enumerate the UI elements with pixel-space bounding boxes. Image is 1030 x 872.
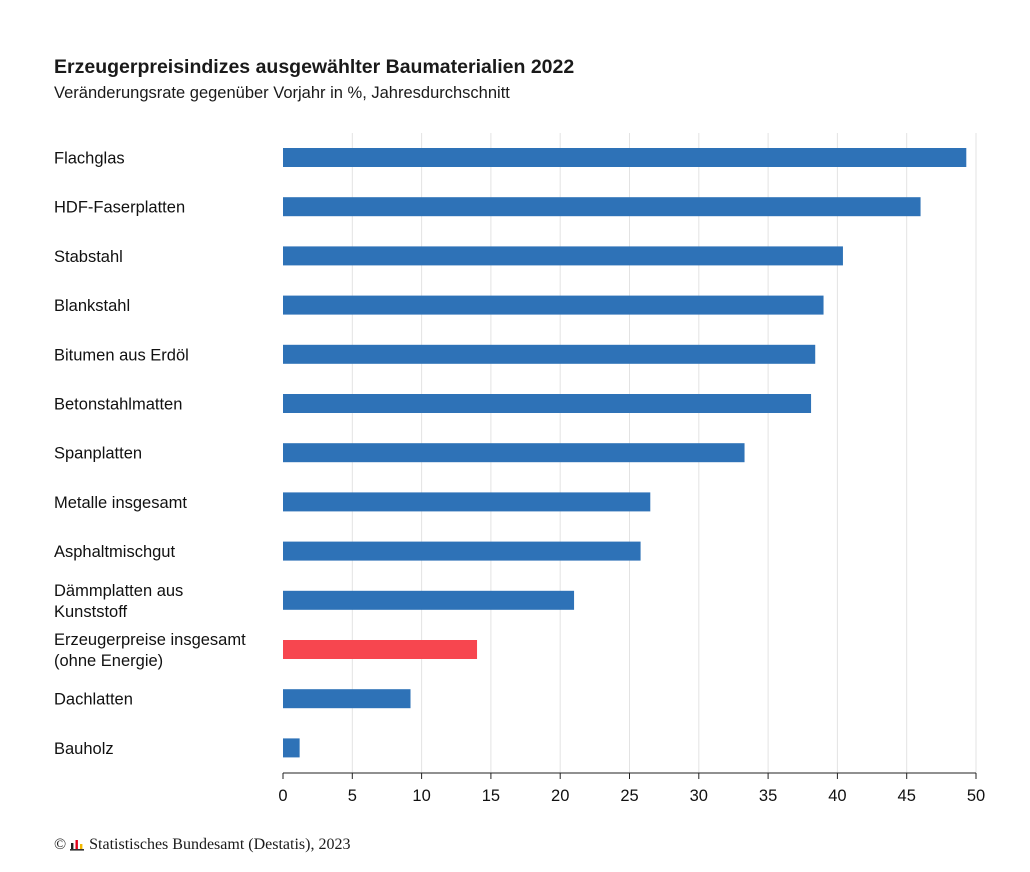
destatis-logo-icon bbox=[70, 839, 85, 851]
bar bbox=[283, 738, 300, 758]
category-labels: Flachglas HDF-Faserplatten Stabstahl Blanks… bbox=[54, 150, 246, 758]
x-axis: 0 5 10 15 20 25 30 35 40 45 50 bbox=[278, 772, 985, 805]
category-label: Bitumen aus Erdöl bbox=[54, 346, 189, 364]
bar bbox=[283, 443, 745, 463]
x-tick-label: 30 bbox=[690, 787, 708, 805]
category-label: Stabstahl bbox=[54, 248, 123, 266]
x-tick-label: 10 bbox=[412, 787, 430, 805]
bar-chart: Flachglas HDF-Faserplatten Stabstahl Blanks… bbox=[54, 133, 985, 805]
source-text: Statistisches Bundesamt (Destatis), 2023 bbox=[89, 836, 351, 853]
x-tick-label: 0 bbox=[278, 787, 287, 805]
chart-subtitle: Veränderungsrate gegenüber Vorjahr in %,… bbox=[54, 84, 510, 102]
copyright-symbol: © bbox=[54, 836, 67, 853]
x-tick-label: 40 bbox=[828, 787, 846, 805]
bar bbox=[283, 689, 411, 709]
category-label: Flachglas bbox=[54, 150, 125, 168]
x-tick-label: 5 bbox=[348, 787, 357, 805]
bar bbox=[283, 246, 843, 266]
bar bbox=[283, 197, 921, 217]
x-tick-label: 15 bbox=[482, 787, 500, 805]
x-tick-label: 20 bbox=[551, 787, 569, 805]
category-label: Spanplatten bbox=[54, 445, 142, 463]
bar bbox=[283, 394, 812, 413]
category-label: Metalle insgesamt bbox=[54, 494, 187, 512]
category-label: Dämmplatten aus Kunststoff bbox=[54, 582, 183, 621]
x-tick-label: 50 bbox=[967, 787, 985, 805]
category-label: Dachlatten bbox=[54, 691, 133, 709]
x-tick-label: 25 bbox=[620, 787, 638, 805]
category-label: Erzeugerpreise insgesamt (ohne Energie) bbox=[54, 631, 246, 670]
bars bbox=[283, 148, 967, 758]
bar bbox=[283, 590, 575, 610]
category-label: Asphaltmischgut bbox=[54, 543, 175, 561]
category-label: Blankstahl bbox=[54, 297, 130, 315]
category-label: Bauholz bbox=[54, 740, 114, 758]
bar bbox=[283, 148, 967, 167]
x-tick-label: 35 bbox=[759, 787, 777, 805]
grid-lines bbox=[351, 133, 977, 773]
x-tick-label: 45 bbox=[898, 787, 916, 805]
category-label: Betonstahlmatten bbox=[54, 396, 182, 414]
category-label: HDF-Faserplatten bbox=[54, 199, 185, 217]
bar bbox=[283, 295, 824, 315]
source-footer: © Statistisches Bundesamt (Destatis), 20… bbox=[54, 836, 350, 854]
bar bbox=[283, 344, 816, 364]
bar bbox=[283, 541, 641, 561]
bar-highlight bbox=[283, 640, 478, 659]
bar bbox=[283, 492, 651, 512]
chart-title: Erzeugerpreisindizes ausgewählter Baumat… bbox=[54, 56, 575, 78]
